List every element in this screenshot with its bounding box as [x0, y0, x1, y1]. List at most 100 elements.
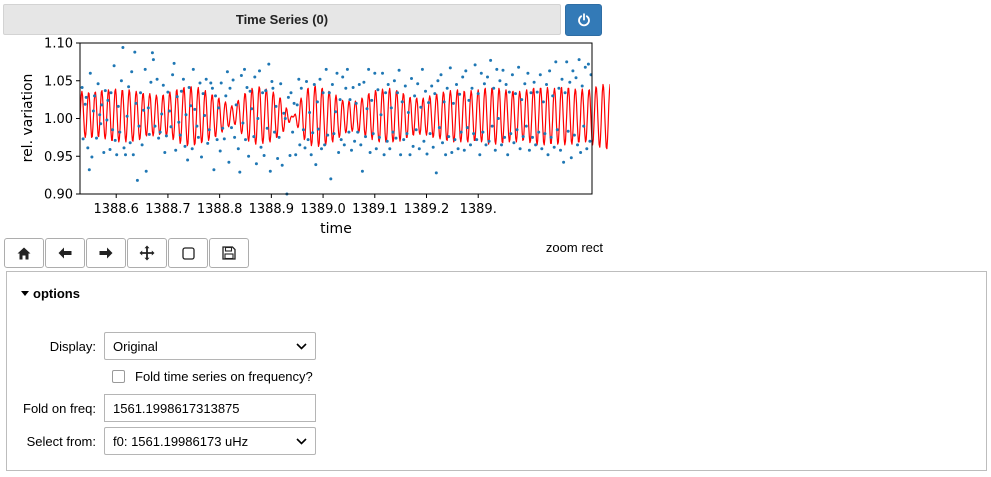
data-point	[131, 153, 135, 157]
data-point	[239, 74, 243, 77]
arrow-right-icon	[99, 247, 113, 259]
back-button[interactable]	[45, 238, 85, 268]
home-button[interactable]	[4, 238, 44, 268]
data-point	[379, 113, 383, 117]
data-point	[455, 83, 458, 86]
data-point	[486, 75, 489, 79]
data-point	[230, 126, 233, 130]
data-point	[493, 148, 497, 152]
data-point	[155, 77, 159, 81]
data-point	[100, 103, 104, 107]
data-point	[411, 144, 415, 148]
data-point	[368, 151, 372, 154]
data-point	[492, 86, 496, 90]
data-point	[543, 132, 547, 136]
data-point	[545, 83, 548, 86]
data-point	[344, 86, 348, 90]
data-point	[574, 76, 578, 80]
display-select[interactable]: Original	[104, 332, 316, 360]
data-point	[267, 62, 271, 66]
data-point	[164, 134, 168, 138]
data-point	[87, 168, 91, 172]
data-point	[473, 63, 477, 67]
options-toggle[interactable]: options	[21, 286, 80, 301]
data-point	[537, 130, 541, 134]
data-point	[139, 91, 142, 95]
data-point	[261, 91, 265, 95]
data-point	[286, 95, 290, 99]
data-point	[88, 71, 92, 75]
x-tick-label: 1388.7	[145, 202, 191, 217]
data-point	[299, 86, 303, 90]
data-point	[384, 91, 388, 95]
data-point	[241, 121, 245, 125]
x-axis-label: time	[320, 221, 352, 237]
data-point	[168, 109, 171, 113]
data-point	[370, 98, 374, 102]
data-point	[143, 67, 147, 71]
data-point	[563, 91, 567, 95]
select-from-value: f0: 1561.19986173 uHz	[113, 433, 249, 449]
data-point	[292, 101, 296, 105]
save-button[interactable]	[209, 238, 249, 268]
data-point	[201, 92, 205, 96]
data-point	[206, 141, 210, 145]
data-point	[562, 160, 566, 164]
data-point	[339, 138, 343, 142]
data-point	[160, 112, 164, 116]
data-point	[204, 77, 208, 81]
data-point	[314, 163, 318, 167]
data-point	[106, 98, 110, 102]
data-point	[534, 143, 538, 147]
forward-button[interactable]	[86, 238, 126, 268]
data-point	[364, 135, 367, 139]
data-point	[580, 84, 584, 88]
zoom-button[interactable]	[168, 238, 208, 268]
data-point	[408, 153, 412, 157]
data-point	[137, 124, 141, 128]
data-point	[527, 148, 531, 152]
data-point	[514, 92, 517, 96]
data-point	[146, 106, 150, 110]
fold-checkbox[interactable]	[112, 370, 125, 383]
data-point	[258, 69, 261, 73]
select-from-select[interactable]: f0: 1561.19986173 uHz	[104, 427, 316, 455]
data-point	[475, 138, 479, 142]
data-point	[577, 58, 581, 62]
data-point	[406, 111, 410, 114]
plot-frame	[79, 42, 593, 195]
data-point	[172, 61, 176, 65]
data-point	[489, 58, 493, 62]
pan-button[interactable]	[127, 238, 167, 268]
power-button[interactable]	[565, 4, 602, 36]
data-point	[402, 138, 406, 142]
data-point	[183, 144, 187, 148]
select-from-row: Select from: f0: 1561.19986173 uHz	[7, 427, 316, 455]
data-point	[459, 130, 463, 134]
data-point	[453, 138, 457, 142]
data-point	[354, 101, 358, 105]
data-point	[130, 70, 134, 74]
data-point	[470, 86, 474, 90]
data-point	[193, 107, 197, 111]
data-point	[467, 98, 471, 102]
move-icon	[139, 245, 155, 261]
data-point	[585, 147, 589, 151]
data-point	[420, 67, 424, 71]
data-point	[200, 155, 203, 159]
data-point	[90, 155, 94, 159]
data-point	[341, 75, 345, 79]
data-point	[555, 128, 559, 132]
data-point	[99, 122, 103, 126]
data-point	[512, 141, 516, 145]
data-point	[518, 147, 522, 151]
data-point	[153, 124, 157, 128]
time-series-figure[interactable]: 0.90 0.95 1.00 1.05 1.10 1388.6 1388.7 1388.8 1…	[0, 36, 610, 238]
data-point	[276, 157, 280, 160]
data-point	[254, 162, 258, 166]
data-point	[175, 95, 179, 99]
data-point	[186, 158, 190, 162]
data-point	[96, 82, 100, 86]
fold-freq-input[interactable]: 1561.1998617313875	[104, 394, 316, 422]
data-point	[98, 113, 102, 117]
